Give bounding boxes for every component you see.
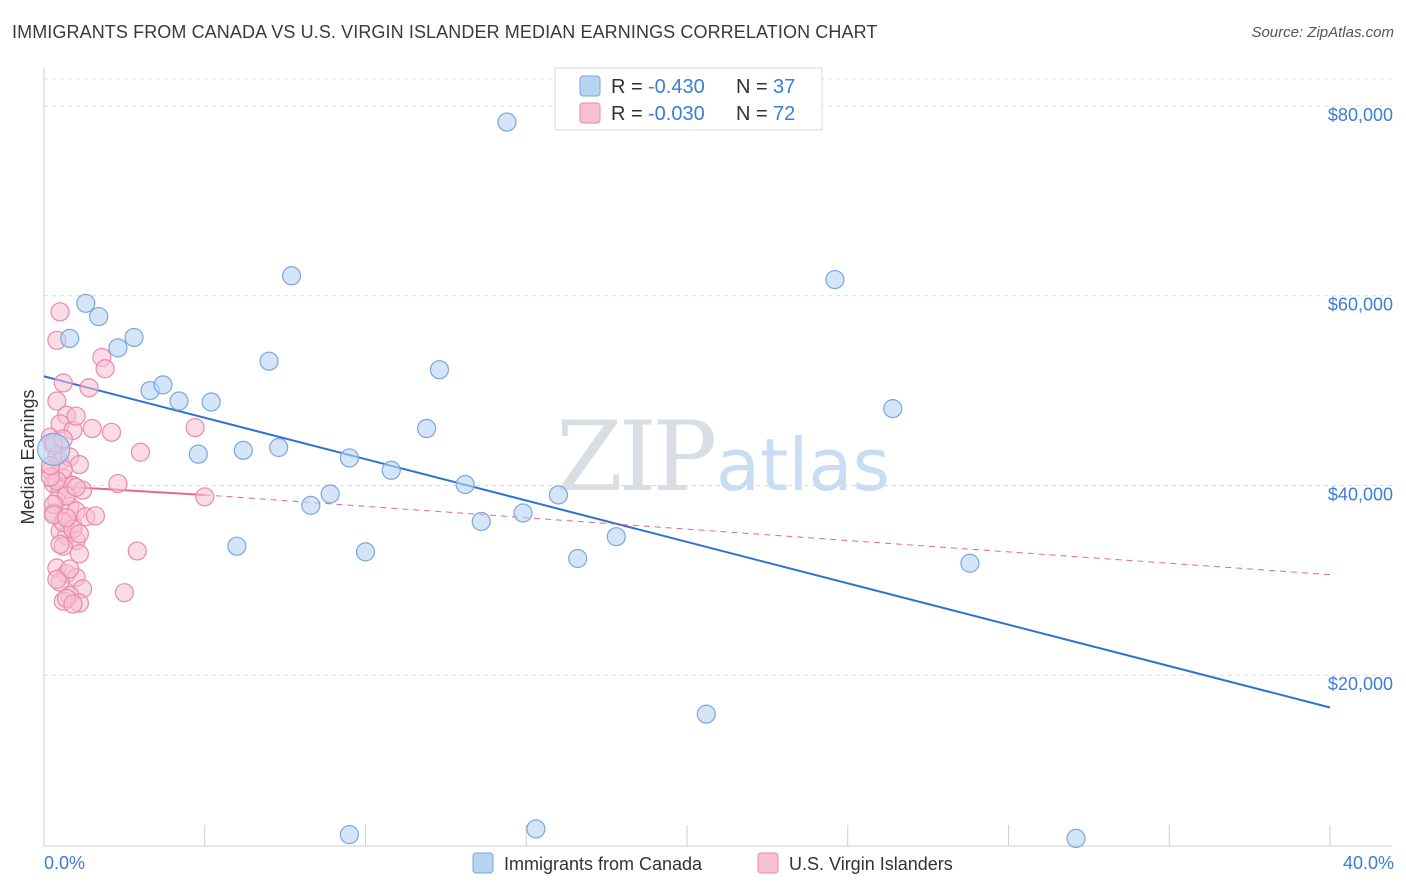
- y-tick-label: $40,000: [1328, 484, 1393, 504]
- series-canada-points: [37, 112, 1086, 849]
- legend-n-label-canada: N =: [736, 76, 768, 98]
- watermark-atlas: atlas: [716, 423, 890, 507]
- data-point-virgin-islanders: [130, 442, 151, 462]
- watermark-zip: ZIP: [556, 401, 715, 513]
- data-point-virgin-islanders: [63, 594, 83, 614]
- data-point-virgin-islanders: [108, 473, 128, 494]
- data-point-canada: [513, 503, 533, 523]
- data-point-canada: [269, 437, 289, 458]
- data-point-canada: [259, 351, 279, 371]
- legend-r-label-virgin-islanders: R =: [611, 103, 643, 125]
- data-point-canada: [60, 328, 80, 349]
- x-tick-label-min: 0.0%: [44, 853, 85, 873]
- data-point-virgin-islanders: [185, 417, 205, 438]
- data-point-virgin-islanders: [69, 524, 89, 544]
- legend-swatch-virgin-islanders: [579, 102, 601, 124]
- data-point-canada: [381, 460, 401, 480]
- data-point-canada: [339, 825, 360, 845]
- data-point-canada: [227, 536, 247, 556]
- data-point-virgin-islanders: [95, 359, 115, 379]
- data-point-canada: [825, 269, 845, 290]
- data-point-canada: [233, 440, 253, 460]
- data-point-canada: [169, 391, 189, 411]
- data-point-canada: [124, 327, 144, 348]
- y-tick-label: $20,000: [1328, 674, 1393, 694]
- data-point-canada: [429, 360, 450, 380]
- data-point-virgin-islanders: [82, 418, 102, 439]
- legend-n-value-virgin-islanders: 72: [773, 103, 795, 125]
- data-point-canada: [568, 548, 588, 569]
- data-point-virgin-islanders: [79, 378, 99, 398]
- bottom-legend-swatch-virgin-islanders: [757, 852, 779, 874]
- data-point-virgin-islanders: [53, 373, 73, 393]
- data-point-canada: [526, 819, 546, 839]
- x-ticks: [204, 825, 1331, 846]
- chart-source: Source: ZipAtlas.com: [1251, 24, 1394, 41]
- data-point-canada: [455, 474, 475, 495]
- x-tick-label-max: 40.0%: [1343, 853, 1394, 873]
- data-point-canada: [320, 484, 340, 504]
- legend-r-value-canada: -0.430: [648, 76, 705, 98]
- data-point-virgin-islanders: [56, 508, 77, 528]
- data-point-canada: [497, 112, 517, 132]
- legend-r-label-canada: R =: [611, 76, 643, 98]
- data-point-canada: [606, 527, 626, 547]
- data-point-virgin-islanders: [66, 477, 86, 497]
- data-point-canada: [301, 495, 321, 515]
- data-point-canada: [281, 266, 302, 286]
- legend-n-value-canada: 37: [773, 76, 795, 98]
- data-point-canada: [471, 511, 491, 532]
- bottom-legend-label-virgin-islanders: U.S. Virgin Islanders: [789, 854, 953, 874]
- data-point-canada: [339, 448, 360, 468]
- data-point-virgin-islanders: [47, 569, 67, 589]
- legend-r-value-virgin-islanders: -0.030: [648, 103, 705, 125]
- legend-box: R = -0.430 N = 37 R = -0.030 N = 72: [554, 67, 823, 131]
- data-point-virgin-islanders: [101, 422, 122, 442]
- data-point-virgin-islanders: [85, 506, 106, 526]
- data-point-canada: [883, 399, 903, 419]
- data-point-virgin-islanders: [66, 406, 86, 426]
- trendline-canada: [43, 375, 1331, 709]
- data-point-virgin-islanders: [50, 302, 70, 322]
- data-point-virgin-islanders: [114, 583, 134, 603]
- bottom-legend-swatch-canada: [472, 852, 494, 874]
- legend-swatch-canada: [579, 75, 601, 97]
- y-tick-label: $80,000: [1328, 105, 1393, 125]
- data-point-virgin-islanders: [69, 544, 89, 564]
- legend-n-label-virgin-islanders: N =: [736, 103, 768, 125]
- y-tick-label: $60,000: [1328, 295, 1393, 315]
- data-point-virgin-islanders: [60, 559, 80, 579]
- data-point-canada: [108, 338, 128, 358]
- data-point-canada: [201, 392, 221, 412]
- bottom-legend-label-canada: Immigrants from Canada: [504, 854, 703, 874]
- data-point-virgin-islanders: [127, 541, 147, 561]
- data-point-canada: [76, 293, 96, 313]
- data-point-canada: [153, 375, 173, 395]
- data-point-canada: [696, 704, 716, 724]
- bottom-legend: Immigrants from Canada U.S. Virgin Islan…: [472, 852, 953, 874]
- data-point-canada: [37, 432, 71, 467]
- data-point-canada: [1066, 828, 1086, 849]
- data-point-canada: [548, 485, 569, 505]
- data-point-virgin-islanders: [50, 534, 70, 554]
- data-point-virgin-islanders: [47, 391, 67, 411]
- grid-lines: [44, 78, 1392, 676]
- y-axis-title: Median Earnings: [18, 389, 38, 524]
- data-point-canada: [416, 418, 437, 439]
- data-point-virgin-islanders: [69, 454, 89, 475]
- data-point-canada: [89, 306, 109, 327]
- data-point-canada: [355, 542, 376, 562]
- chart-title: IMMIGRANTS FROM CANADA VS U.S. VIRGIN IS…: [12, 22, 878, 42]
- data-point-virgin-islanders: [195, 487, 215, 507]
- trendline-virgin-islanders-dashed: [204, 494, 1331, 576]
- data-point-canada: [960, 553, 980, 573]
- data-point-canada: [188, 444, 208, 464]
- y-tick-labels: $20,000 $40,000 $60,000 $80,000: [1328, 105, 1393, 694]
